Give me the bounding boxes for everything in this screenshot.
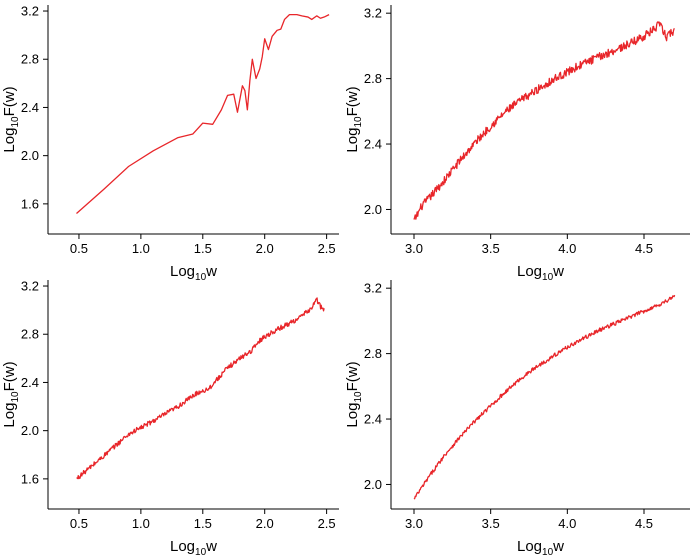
x-tick-label: 0.5 (70, 241, 88, 256)
y-tick-label: 3.2 (364, 6, 382, 21)
y-axis-title: Log10F(w) (1, 86, 21, 152)
x-axis-title: Log10w (517, 538, 564, 557)
x-tick-label: 3.5 (482, 516, 500, 531)
x-tick-label: 2.0 (256, 241, 274, 256)
x-tick-label: 1.5 (194, 241, 212, 256)
x-tick-label: 1.5 (194, 516, 212, 531)
series-line (413, 21, 675, 220)
series-line (413, 294, 676, 500)
y-tick-label: 2.0 (364, 202, 382, 217)
y-tick-label: 2.8 (364, 346, 382, 361)
x-tick-label: 3.5 (482, 241, 500, 256)
x-tick-label: 4.5 (635, 241, 653, 256)
y-tick-label: 3.2 (364, 281, 382, 296)
x-tick-label: 2.0 (256, 516, 274, 531)
x-axis-title: Log10w (170, 538, 217, 557)
y-tick-label: 3.2 (21, 4, 39, 19)
x-tick-label: 0.5 (70, 516, 88, 531)
y-tick-label: 2.8 (21, 327, 39, 342)
x-tick-label: 1.0 (132, 516, 150, 531)
y-tick-label: 2.8 (364, 71, 382, 86)
x-tick-label: 2.5 (318, 516, 336, 531)
chart-panel-top-left: 0.5 1.0 1.5 2.0 2.5 1.6 2.0 2.4 2.8 3.2 Log10w Log1… (1, 4, 339, 283)
y-tick-label: 1.6 (21, 471, 39, 486)
x-axis-title: Log10w (170, 263, 217, 283)
series-line (76, 297, 325, 480)
x-axis-title: Log10w (517, 263, 564, 283)
x-tick-label: 4.0 (558, 516, 576, 531)
y-tick-label: 2.8 (21, 52, 39, 67)
y-tick-label: 2.4 (364, 137, 382, 152)
chart-panel-top-right: 3.0 3.5 4.0 4.5 2.0 2.4 2.8 3.2 Log10w Log10F(w) (344, 5, 690, 283)
chart-panel-bottom-right: 3.0 3.5 4.0 4.5 2.0 2.4 2.8 3.2 Log10w Log10F(w) (344, 280, 690, 557)
y-tick-label: 2.0 (21, 423, 39, 438)
y-tick-label: 2.4 (21, 375, 39, 390)
y-axis-title: Log10F(w) (1, 361, 21, 427)
x-tick-label: 3.0 (405, 516, 423, 531)
y-tick-label: 2.4 (364, 412, 382, 427)
y-tick-label: 3.2 (21, 279, 39, 294)
series-line (76, 13, 330, 214)
y-tick-label: 2.0 (21, 148, 39, 163)
y-axis-title: Log10F(w) (344, 86, 364, 152)
x-tick-label: 4.5 (635, 516, 653, 531)
x-tick-label: 3.0 (405, 241, 423, 256)
y-axis-title: Log10F(w) (344, 361, 364, 427)
x-tick-label: 1.0 (132, 241, 150, 256)
y-tick-label: 1.6 (21, 196, 39, 211)
chart-panel-bottom-left: 0.5 1.0 1.5 2.0 2.5 1.6 2.0 2.4 2.8 3.2 Log10w Log1… (1, 279, 339, 557)
y-tick-label: 2.0 (364, 477, 382, 492)
x-tick-label: 2.5 (318, 241, 336, 256)
y-tick-label: 2.4 (21, 100, 39, 115)
x-tick-label: 4.0 (558, 241, 576, 256)
